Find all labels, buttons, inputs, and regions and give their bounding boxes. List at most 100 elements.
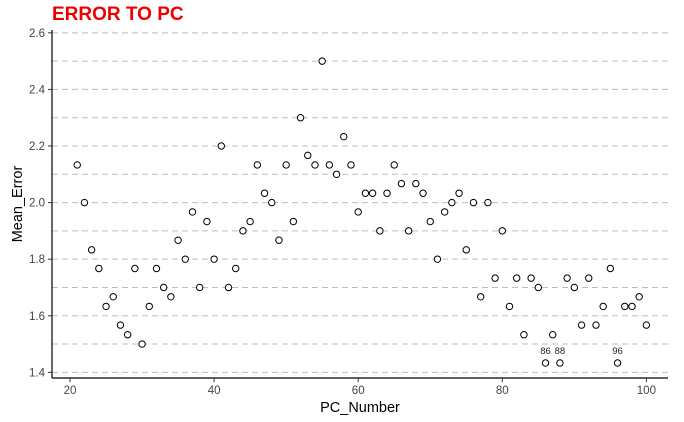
data-point	[253, 161, 262, 169]
data-point	[268, 198, 276, 207]
data-point	[462, 246, 470, 254]
data-point	[188, 208, 197, 216]
data-point	[340, 132, 348, 141]
data-point	[549, 331, 557, 339]
x-tick-label: 60	[352, 385, 365, 397]
data-point	[455, 189, 463, 197]
data-point	[592, 321, 600, 329]
data-point	[404, 227, 413, 235]
data-point	[448, 198, 456, 207]
data-point	[577, 321, 586, 329]
data-point	[368, 189, 377, 197]
data-point	[131, 264, 139, 273]
y-tick-label: 2.0	[29, 198, 45, 210]
gridlines	[52, 32, 668, 373]
x-tick-label: 80	[496, 385, 509, 397]
data-point	[419, 189, 427, 197]
data-point	[354, 208, 362, 216]
data-point	[109, 293, 117, 301]
data-point	[635, 293, 643, 301]
y-axis-title: Mean_Error	[10, 166, 26, 243]
data-point	[484, 198, 492, 207]
data-point	[167, 293, 175, 301]
data-point	[318, 57, 326, 65]
point-label: 96	[612, 346, 623, 357]
axes	[48, 30, 668, 382]
data-point	[95, 264, 103, 273]
data-point	[390, 161, 398, 169]
data-point	[534, 283, 543, 292]
data-point	[613, 359, 622, 367]
data-point	[232, 264, 240, 273]
data-point	[102, 302, 110, 311]
data-point	[224, 283, 233, 292]
data-points	[73, 57, 651, 367]
point-label: 88	[555, 346, 566, 357]
data-point	[217, 142, 226, 150]
data-point	[260, 189, 269, 197]
data-point	[469, 198, 478, 207]
data-point	[347, 161, 355, 169]
data-point	[527, 274, 535, 282]
data-point	[73, 161, 81, 169]
data-point	[123, 331, 132, 339]
x-tick-label: 40	[208, 385, 221, 397]
point-label: 86	[540, 346, 551, 357]
x-axis-title: PC_Number	[320, 400, 400, 416]
data-point	[397, 179, 406, 188]
data-point	[498, 227, 506, 235]
data-point	[513, 274, 521, 282]
y-tick-label: 2.2	[29, 141, 45, 153]
x-tick-label: 20	[64, 385, 77, 397]
x-tick-label: 100	[637, 385, 656, 397]
chart-title: ERROR TO PC	[52, 4, 184, 25]
y-tick-label: 1.8	[29, 254, 45, 266]
data-point	[505, 302, 514, 311]
data-point	[87, 246, 96, 254]
data-point	[152, 264, 161, 273]
data-point	[491, 274, 499, 282]
data-point	[203, 217, 211, 226]
data-point	[174, 236, 182, 244]
data-point	[332, 170, 341, 178]
data-point	[325, 161, 334, 169]
data-point	[239, 227, 247, 235]
data-point	[599, 302, 607, 311]
data-point	[563, 274, 571, 282]
y-tick-label: 1.4	[29, 367, 46, 379]
data-point	[426, 217, 434, 226]
data-point	[80, 198, 89, 207]
data-point	[296, 114, 305, 122]
data-point	[556, 359, 564, 367]
data-point	[195, 283, 204, 292]
data-point	[275, 236, 283, 244]
tick-labels: 1.4 1.6 1.8 2.0 2.2 2.4 2.6 20 40 60 80 100	[29, 28, 656, 397]
data-point	[433, 255, 442, 263]
data-point	[621, 302, 629, 311]
data-point	[181, 255, 189, 263]
y-tick-label: 2.6	[29, 28, 45, 40]
data-point	[361, 189, 370, 197]
data-point	[628, 302, 636, 311]
data-point	[412, 179, 420, 188]
data-point	[304, 151, 312, 160]
data-point	[311, 161, 319, 169]
data-point	[383, 189, 391, 197]
data-point	[145, 302, 153, 311]
data-point	[210, 255, 218, 263]
y-tick-label: 2.4	[29, 84, 46, 96]
data-point	[520, 331, 528, 339]
data-point	[289, 217, 298, 226]
data-point	[476, 293, 485, 301]
data-point	[116, 321, 125, 329]
data-point	[138, 340, 146, 348]
data-point	[159, 283, 168, 292]
data-point	[642, 321, 651, 329]
data-point	[570, 283, 579, 292]
data-point	[585, 274, 593, 282]
data-point	[541, 359, 550, 367]
data-point	[282, 161, 290, 169]
data-point	[376, 227, 384, 235]
data-point	[606, 264, 615, 273]
